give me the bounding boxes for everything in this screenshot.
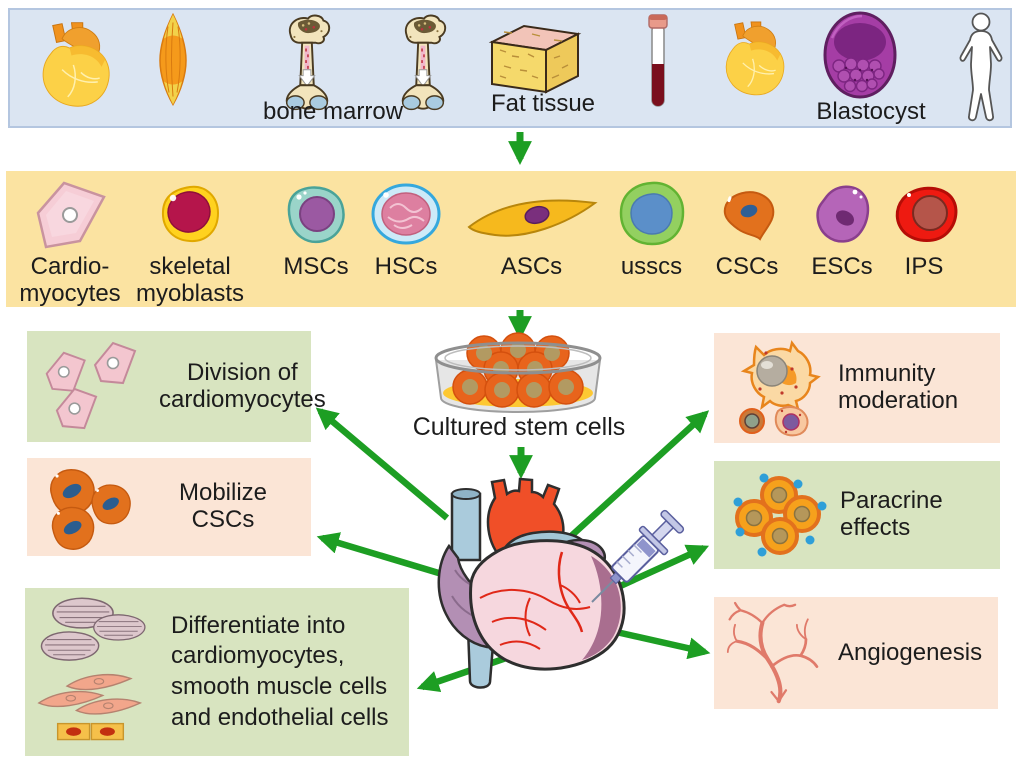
cell-types-band: Cardio- myocytes skeletal myoblasts MSCs: [6, 171, 1016, 307]
stem-cell-colony: [452, 332, 584, 408]
outcome-box-immunity: Immunity moderation: [714, 333, 1000, 443]
msc-cell-icon: [287, 186, 345, 244]
human-body-icon: [959, 12, 1003, 122]
outcome-box-differentiate: Differentiate into cardiomyocytes, smoot…: [25, 588, 409, 756]
petri-dish-icon: [434, 332, 602, 413]
cell-label: skeletal myoblasts: [135, 253, 245, 307]
heart-icon: [42, 21, 110, 107]
csc-cell-icon: [723, 191, 775, 241]
blood-vessel-icon: [726, 601, 819, 704]
bone-marrow-label: bone marrow: [262, 98, 404, 125]
usscs-cell-icon: [619, 181, 684, 246]
blood-tube-icon: [648, 14, 668, 107]
cell-item-escs: ESCs: [793, 175, 891, 281]
outcome-label: Paracrine effects: [840, 487, 943, 541]
outcome-box-paracrine: Paracrine effects: [714, 461, 1000, 569]
ips-cell-icon: [895, 186, 958, 242]
fat-tissue-label: Fat tissue: [490, 90, 596, 117]
cardiomyocyte-cell-icon: [36, 181, 106, 249]
cell-item-usscs: usscs: [604, 175, 699, 281]
cultured-stem-cells-label: Cultured stem cells: [412, 413, 626, 441]
blastocyst-label: Blastocyst: [816, 98, 926, 125]
bone-icon: [401, 14, 447, 111]
cell-item-cscs: CSCs: [702, 175, 792, 281]
csc-cluster-icon: [50, 468, 131, 550]
syringe-icon: [591, 509, 685, 603]
blastocyst-icon: [823, 11, 897, 99]
asc-cell-icon: [466, 199, 598, 237]
coronary-arteries: [479, 551, 591, 650]
dividing-cardiomyocytes-icon: [45, 342, 136, 430]
cell-item-cardiomyocytes: Cardio- myocytes: [10, 175, 130, 308]
outcome-label: Division of cardiomyocytes: [159, 358, 326, 413]
cell-item-ips: IPS: [878, 175, 970, 281]
cell-label: usscs: [620, 253, 683, 280]
hsc-cell-icon: [371, 183, 441, 245]
cell-label: ASCs: [500, 253, 563, 280]
cell-item-skeletal-myoblasts: skeletal myoblasts: [134, 175, 246, 308]
cell-label: HSCs: [374, 253, 438, 280]
fat-tissue-icon: [488, 24, 582, 94]
outcome-label: Mobilize CSCs: [178, 479, 268, 533]
cell-label: Cardio- myocytes: [19, 253, 121, 307]
outcome-label: Immunity moderation: [838, 360, 959, 414]
esc-cell-icon: [816, 185, 870, 243]
signal-molecules: [733, 473, 827, 557]
outcome-box-mobilize-cscs: Mobilize CSCs: [27, 458, 311, 556]
heart-icon: [725, 21, 785, 96]
outcome-box-angiogenesis: Angiogenesis: [714, 597, 998, 709]
cell-label: CSCs: [715, 253, 779, 280]
cell-label: IPS: [904, 253, 944, 280]
skeletal-myoblast-cell-icon: [161, 185, 220, 243]
outcome-label: Differentiate into cardiomyocytes, smoot…: [171, 611, 389, 731]
endothelial-cells: [56, 722, 125, 741]
paracrine-cells-icon: [733, 473, 827, 557]
differentiated-cells-icon: [38, 597, 146, 741]
cell-item-ascs: ASCs: [454, 175, 609, 281]
tissue-sources-band: bone marrow Fat tissue Blastocyst: [8, 8, 1012, 128]
skeletal-muscle-icon: [159, 12, 187, 107]
cell-item-hscs: HSCs: [358, 175, 454, 281]
infarct-region: [582, 556, 621, 660]
cell-label: ESCs: [811, 253, 873, 280]
cell-label: MSCs: [283, 253, 349, 280]
immune-cells-icon: [739, 340, 821, 437]
heart-anatomy-icon: [437, 477, 626, 689]
outcome-label: Angiogenesis: [838, 638, 983, 666]
cell-item-mscs: MSCs: [268, 175, 364, 281]
outcome-box-division: Division of cardiomyocytes: [27, 331, 326, 442]
